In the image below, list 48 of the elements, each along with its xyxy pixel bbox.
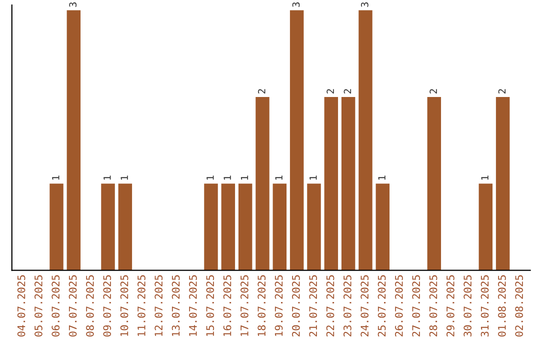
x-tick-label: 29.07.2025 (446, 275, 454, 336)
data-label: 1 (240, 176, 248, 180)
data-label: 3 (292, 2, 300, 7)
x-tick-label: 10.07.2025 (120, 275, 128, 336)
data-label: 3 (360, 2, 368, 7)
x-tick-label: 11.07.2025 (138, 275, 146, 336)
x-tick-label: 14.07.2025 (189, 275, 197, 336)
x-tick-label: 17.07.2025 (240, 275, 248, 336)
x-tick-label: 05.07.2025 (34, 275, 42, 336)
x-tick-label: 21.07.2025 (309, 275, 318, 336)
data-label: 3 (69, 2, 77, 7)
data-label: 2 (430, 89, 437, 94)
x-tick-label: 01.08.2025 (498, 275, 506, 336)
x-tick-label: 16.07.2025 (223, 275, 232, 336)
data-label: 2 (498, 89, 506, 94)
data-label: 1 (378, 176, 386, 180)
x-tick-label: 20.07.2025 (292, 275, 300, 336)
x-tick-label: 08.07.2025 (86, 275, 94, 336)
x-tick-label: 27.07.2025 (412, 275, 420, 336)
data-label: 1 (104, 176, 111, 180)
data-label: 2 (326, 89, 334, 94)
data-label: 1 (275, 176, 282, 180)
x-tick-label: 02.08.2025 (515, 275, 524, 336)
data-label: 1 (52, 176, 60, 180)
x-tick-label: 09.07.2025 (103, 275, 112, 336)
x-tick-label: 24.07.2025 (360, 275, 369, 336)
data-label: 1 (120, 176, 128, 180)
x-tick-label: 12.07.2025 (154, 275, 163, 336)
x-tick-label: 19.07.2025 (274, 275, 283, 336)
x-tick-label: 13.07.2025 (172, 275, 180, 336)
x-tick-label: 15.07.2025 (206, 275, 214, 336)
x-tick-label: 06.07.2025 (52, 275, 60, 336)
x-tick-label: 28.07.2025 (429, 275, 438, 336)
data-label: 1 (224, 176, 231, 180)
x-tick-label: 25.07.2025 (378, 275, 386, 336)
x-tick-label: 23.07.2025 (343, 275, 352, 336)
x-tick-label: 30.07.2025 (464, 275, 472, 336)
data-label: 2 (344, 89, 352, 94)
x-tick-label: 04.07.2025 (17, 275, 26, 336)
x-tick-label: 31.07.2025 (480, 275, 489, 336)
data-label: 1 (481, 176, 488, 180)
data-label: 1 (206, 176, 214, 180)
x-tick-label: 26.07.2025 (394, 275, 403, 336)
x-tick-label: 22.07.2025 (326, 275, 334, 336)
data-label: 2 (258, 89, 266, 94)
x-tick-label: 07.07.2025 (68, 275, 77, 336)
data-label: 1 (310, 176, 317, 180)
x-tick-label: 18.07.2025 (258, 275, 266, 336)
